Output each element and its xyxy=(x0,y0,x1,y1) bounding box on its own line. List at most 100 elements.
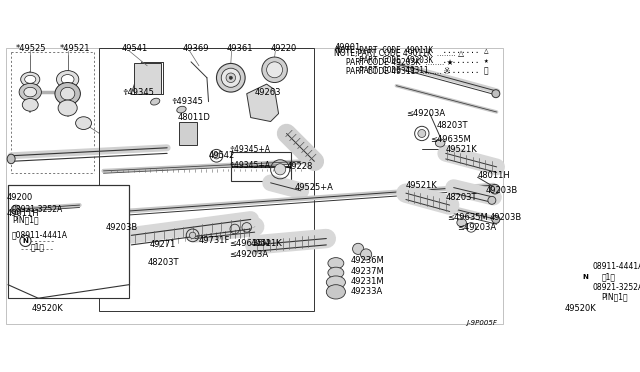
Text: ☦49345+A: ☦49345+A xyxy=(229,145,270,154)
Text: 49228: 49228 xyxy=(287,163,313,171)
Ellipse shape xyxy=(213,153,220,159)
Ellipse shape xyxy=(22,99,38,111)
Ellipse shape xyxy=(490,185,500,194)
Text: 49521K: 49521K xyxy=(445,145,477,154)
Ellipse shape xyxy=(55,83,81,105)
Ellipse shape xyxy=(216,64,245,92)
Text: 08911-4441A: 08911-4441A xyxy=(593,262,640,271)
Text: 49203B: 49203B xyxy=(486,186,518,195)
Ellipse shape xyxy=(20,72,40,87)
Ellipse shape xyxy=(56,71,79,88)
Ellipse shape xyxy=(61,87,75,100)
Bar xyxy=(179,122,196,145)
Ellipse shape xyxy=(326,285,346,299)
Ellipse shape xyxy=(360,249,372,260)
Text: NOTE;PART CODE 49011K  ........ △: NOTE;PART CODE 49011K ........ △ xyxy=(334,49,464,58)
Ellipse shape xyxy=(221,68,241,87)
Text: 49263: 49263 xyxy=(255,87,281,97)
Text: 49520K: 49520K xyxy=(32,304,63,313)
Ellipse shape xyxy=(457,219,467,227)
Text: 49231M: 49231M xyxy=(350,277,384,286)
Ellipse shape xyxy=(328,267,344,278)
Text: ≤49635M: ≤49635M xyxy=(447,212,488,222)
Ellipse shape xyxy=(326,276,346,289)
Text: N: N xyxy=(583,274,589,280)
Bar xyxy=(8,185,129,298)
Text: 48203T: 48203T xyxy=(436,121,468,130)
Text: （1）: （1） xyxy=(602,272,616,281)
Ellipse shape xyxy=(177,106,186,113)
Ellipse shape xyxy=(76,117,92,129)
Text: 49520K: 49520K xyxy=(565,304,597,313)
Text: ≤49203A: ≤49203A xyxy=(406,109,445,118)
Ellipse shape xyxy=(7,154,15,164)
Ellipse shape xyxy=(492,215,500,224)
Text: ≤49203A: ≤49203A xyxy=(457,223,496,232)
Text: （1）: （1） xyxy=(30,242,44,251)
Text: J-9P005F: J-9P005F xyxy=(467,320,497,326)
Ellipse shape xyxy=(492,90,500,98)
Ellipse shape xyxy=(488,196,496,204)
Ellipse shape xyxy=(353,243,364,254)
Ellipse shape xyxy=(19,83,42,101)
Text: 49369: 49369 xyxy=(183,44,209,53)
Bar xyxy=(99,48,314,311)
Text: 08921-3252A: 08921-3252A xyxy=(592,283,640,292)
Text: 49237M: 49237M xyxy=(350,267,384,276)
Ellipse shape xyxy=(24,87,36,97)
Text: 49200: 49200 xyxy=(6,193,33,202)
Text: 49203B: 49203B xyxy=(490,212,522,222)
Text: ⓝ08911-4441A: ⓝ08911-4441A xyxy=(12,231,68,240)
Text: PIN（1）: PIN（1） xyxy=(601,292,628,301)
Bar xyxy=(231,152,291,166)
Text: 48011H: 48011H xyxy=(477,171,510,180)
Ellipse shape xyxy=(435,139,445,147)
Text: 49525+A: 49525+A xyxy=(294,183,333,192)
Text: *49521: *49521 xyxy=(60,44,90,53)
Text: ≤49203A: ≤49203A xyxy=(229,250,268,259)
Text: 49203B: 49203B xyxy=(106,223,138,232)
Text: 49220: 49220 xyxy=(271,44,297,53)
Ellipse shape xyxy=(150,98,160,105)
Text: ☦49345: ☦49345 xyxy=(171,97,203,106)
Ellipse shape xyxy=(189,232,196,238)
Ellipse shape xyxy=(275,164,285,175)
Text: 49271: 49271 xyxy=(150,240,176,249)
Text: 49541: 49541 xyxy=(122,44,148,53)
Ellipse shape xyxy=(25,76,36,83)
Ellipse shape xyxy=(262,57,287,83)
Text: PART CODE 49311   ........ ※: PART CODE 49311 ........ ※ xyxy=(334,67,451,76)
Text: 49233A: 49233A xyxy=(350,287,383,296)
Text: PART CODE 49203K  ........ ★: PART CODE 49203K ........ ★ xyxy=(336,56,488,65)
Ellipse shape xyxy=(328,258,344,269)
Text: PART CODE 49203K  ........ ★: PART CODE 49203K ........ ★ xyxy=(334,58,454,67)
Ellipse shape xyxy=(229,76,232,79)
Text: ☦49345+A: ☦49345+A xyxy=(229,161,270,170)
Text: 49236M: 49236M xyxy=(350,256,384,265)
Text: N: N xyxy=(22,238,28,244)
Text: ≤49635M: ≤49635M xyxy=(229,239,270,248)
Text: *49525: *49525 xyxy=(16,44,47,53)
Ellipse shape xyxy=(267,62,282,78)
Text: 08921-3252A: 08921-3252A xyxy=(12,205,63,214)
Ellipse shape xyxy=(418,129,426,137)
Text: 48011D: 48011D xyxy=(177,113,211,122)
Text: NOTE;PART CODE 49011K  ........ △: NOTE;PART CODE 49011K ........ △ xyxy=(336,46,488,55)
Text: 49521K: 49521K xyxy=(251,239,282,248)
PathPatch shape xyxy=(247,84,278,122)
Text: PART CODE 49311   ........ ※: PART CODE 49311 ........ ※ xyxy=(336,65,488,74)
Ellipse shape xyxy=(226,73,236,83)
Text: 49521K: 49521K xyxy=(406,181,438,190)
Ellipse shape xyxy=(58,100,77,116)
Text: 49731F: 49731F xyxy=(199,237,230,246)
Text: 49001: 49001 xyxy=(334,43,360,52)
Ellipse shape xyxy=(61,74,74,84)
Ellipse shape xyxy=(11,205,20,215)
Text: ≤49635M: ≤49635M xyxy=(430,135,470,144)
Text: ☦49345: ☦49345 xyxy=(122,87,154,97)
Ellipse shape xyxy=(580,271,591,282)
Bar xyxy=(575,259,640,319)
Ellipse shape xyxy=(20,235,31,247)
Text: 49011H: 49011H xyxy=(6,209,39,218)
Bar xyxy=(134,64,161,94)
